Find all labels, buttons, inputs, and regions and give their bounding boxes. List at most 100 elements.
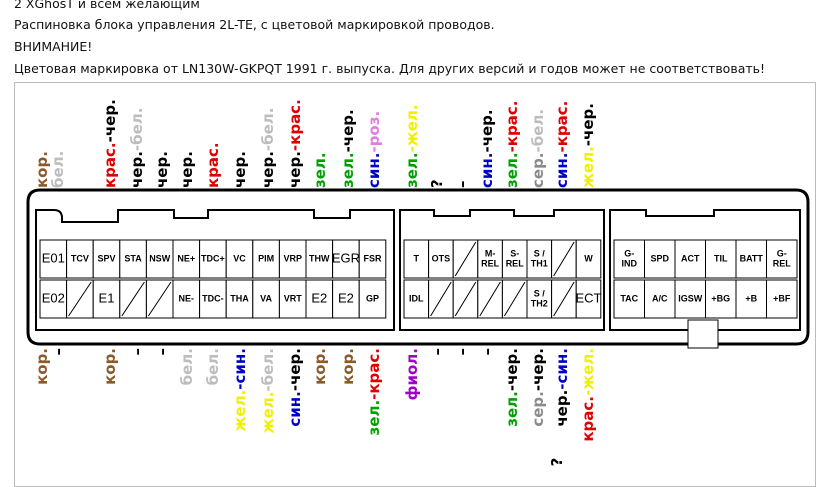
pin-cell <box>501 239 528 279</box>
pin-cell <box>613 239 645 279</box>
pin-cell <box>92 239 121 279</box>
pin-cell <box>199 239 227 279</box>
pin-label: S / <box>534 288 546 298</box>
wire-color: – <box>153 348 171 356</box>
pin-label: VRP <box>283 253 302 263</box>
wire-label: крас.-чер. <box>101 99 119 188</box>
pin-blank <box>121 281 145 317</box>
pin-label: E2 <box>311 290 327 305</box>
header-line: ВНИМАНИЕ! <box>14 39 93 54</box>
wire-label: сер.-бел. <box>529 109 547 188</box>
pin-label: VC <box>233 253 246 263</box>
wire-label: крас. <box>204 142 222 188</box>
wire-color: зел. <box>365 400 383 436</box>
wire-color: чер. <box>259 151 277 188</box>
wire-color: -син. <box>231 348 249 390</box>
pin-label: TAC <box>620 293 638 303</box>
wire-label: чер.-бел. <box>128 108 146 188</box>
wire-color: син. <box>286 391 304 426</box>
pinout-diagram: кор.бел. крас.-чер.чер.-бел.чер. чер. крас.… <box>14 82 816 487</box>
pin-label: VRT <box>284 293 303 303</box>
wire-color: сер. <box>529 152 547 188</box>
pin-label: T <box>414 253 420 263</box>
pin-cell <box>403 279 430 319</box>
wire-color: – <box>128 348 146 356</box>
wire-color: зел. <box>503 152 521 188</box>
wire-label: – <box>478 348 496 356</box>
connector-shell <box>399 209 605 331</box>
wire-color: -чер. <box>339 109 357 152</box>
wire-color: -син. <box>553 348 571 390</box>
wire-label: кор. <box>311 348 329 385</box>
wire-color: кор. <box>339 348 357 385</box>
pin-label: W <box>584 253 593 263</box>
wire-label: кор. <box>33 151 51 188</box>
wire-label: чер.-син. <box>553 348 571 427</box>
pin-blank <box>454 281 477 317</box>
wire-color: -бел. <box>259 348 277 392</box>
wire-color: крас. <box>204 142 222 188</box>
pin-blank <box>553 281 575 317</box>
pin-cell <box>644 279 676 319</box>
wire-color: кор. <box>101 348 119 385</box>
pin-blank <box>479 281 501 317</box>
pin-label: +BG <box>711 293 730 303</box>
pin-label: TIL <box>714 253 728 263</box>
wire-color: -чер. <box>579 103 597 146</box>
wire-color: зел. <box>403 152 421 188</box>
pin-label: IGSW <box>678 293 703 303</box>
pin-label: S / <box>534 248 546 258</box>
wire-label: чер. <box>231 151 249 188</box>
pin-label: FSR <box>364 253 383 263</box>
wire-color: сер. <box>529 391 547 427</box>
pin-cell <box>172 239 201 279</box>
pin-label: REL <box>481 258 500 268</box>
wire-label: жел.-бел. <box>259 348 277 433</box>
pin-label: ECT <box>576 290 602 305</box>
wire-color: – <box>453 348 471 356</box>
pin-cell <box>225 239 254 279</box>
pin-label: E2 <box>338 290 354 305</box>
wire-color: -чер. <box>529 348 547 391</box>
wire-label: – <box>49 348 67 356</box>
pin-label: VA <box>260 293 272 303</box>
pin-cell <box>477 239 503 279</box>
wire-label: ? <box>428 179 446 188</box>
wire-label: фиол. <box>403 348 421 400</box>
wire-label: – <box>453 348 471 356</box>
pin-label: SPD <box>650 253 669 263</box>
pin-label: PIM <box>258 253 274 263</box>
pin-label: E01 <box>42 250 65 265</box>
pin-cell <box>766 279 798 319</box>
wire-label: – <box>428 348 446 356</box>
pin-cell <box>252 279 280 319</box>
wire-color: – <box>478 348 496 356</box>
wire-color: чер. <box>153 151 171 188</box>
wire-label: чер. <box>178 151 196 188</box>
wire-label: жел.-чер. <box>579 103 597 188</box>
pin-cell <box>613 279 645 319</box>
wire-color: -жел. <box>579 348 597 396</box>
note: ? <box>548 458 566 467</box>
wire-color: -роз. <box>365 111 383 153</box>
wire-label: чер.-бел. <box>259 108 277 188</box>
pin-cell <box>92 279 121 319</box>
pin-label: A/C <box>652 293 668 303</box>
wire-label: зел.-чер. <box>503 348 521 427</box>
pin-label: STA <box>124 253 142 263</box>
pin-cell <box>252 239 280 279</box>
wire-label: чер.-крас. <box>286 99 304 188</box>
wire-color: -крас. <box>503 101 521 153</box>
wire-color: чер. <box>178 151 196 188</box>
wire-label: зел.-чер. <box>339 109 357 188</box>
pin-cell <box>575 279 602 319</box>
pin-cell <box>766 239 798 279</box>
pin-cell <box>644 239 676 279</box>
connector-housing <box>26 188 810 346</box>
wire-label: – <box>153 348 171 356</box>
pin-label: THA <box>230 293 249 303</box>
wire-label: кор. <box>339 348 357 385</box>
pin-cell <box>305 239 334 279</box>
wire-color: зел. <box>503 391 521 427</box>
pin-label: NE+ <box>177 253 195 263</box>
